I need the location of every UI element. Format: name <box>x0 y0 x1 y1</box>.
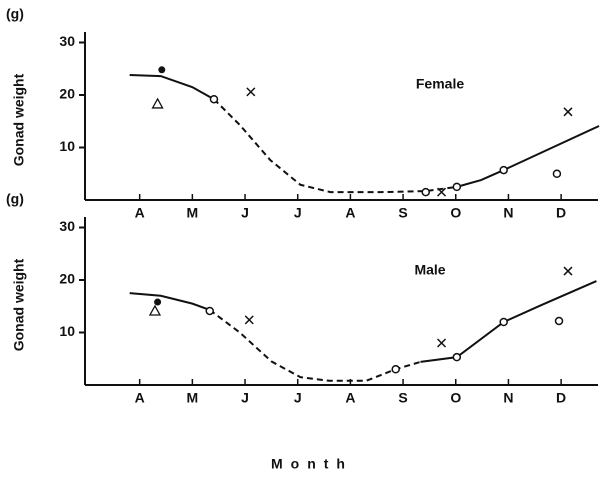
point <box>205 306 214 316</box>
line <box>129 292 211 311</box>
x-tick-label: O <box>450 205 461 221</box>
x-tick-label: A <box>345 390 355 406</box>
x-tick-label: N <box>503 205 513 221</box>
y-tick-label: 20 <box>59 86 75 102</box>
point <box>154 298 162 306</box>
x-tick-label: J <box>241 390 249 406</box>
y-axis-label: Gonad weight <box>11 73 27 166</box>
line <box>209 309 421 382</box>
x-axis-label: Month <box>271 456 353 472</box>
x-tick-label: M <box>187 205 199 221</box>
x-tick-label: J <box>241 205 249 221</box>
x-tick-label: D <box>556 205 566 221</box>
x-tick-label: O <box>450 390 461 406</box>
point <box>421 187 430 197</box>
x-tick-label: D <box>556 390 566 406</box>
annotation: Female <box>416 76 464 92</box>
y-axis-label: Gonad weight <box>11 258 27 351</box>
point <box>563 107 573 117</box>
point <box>391 365 400 374</box>
x-tick-label: J <box>294 390 302 406</box>
x-tick-label: S <box>398 390 407 406</box>
y-tick-label: 30 <box>59 218 75 234</box>
point <box>437 187 447 197</box>
line <box>213 98 457 194</box>
x-tick-label: A <box>345 205 355 221</box>
point <box>499 165 508 175</box>
y-tick-label: 30 <box>59 33 75 49</box>
unit-label: (g) <box>6 191 24 207</box>
point <box>452 182 462 192</box>
x-tick-label: S <box>398 205 407 221</box>
point <box>209 94 219 104</box>
y-tick-label: 20 <box>59 271 75 287</box>
y-tick-label: 10 <box>59 138 75 154</box>
line <box>456 125 600 188</box>
line <box>420 280 597 363</box>
point <box>246 87 256 97</box>
point <box>499 317 508 327</box>
point <box>151 97 164 109</box>
point <box>148 304 162 316</box>
point <box>452 352 462 362</box>
unit-label: (g) <box>6 6 24 22</box>
y-tick-label: 10 <box>59 323 75 339</box>
line <box>129 74 215 101</box>
point <box>554 316 564 326</box>
x-tick-label: N <box>503 390 513 406</box>
point <box>437 338 447 348</box>
point <box>563 266 573 276</box>
x-tick-label: M <box>187 390 199 406</box>
annotation: Male <box>414 262 445 278</box>
point <box>552 169 562 178</box>
x-tick-label: J <box>294 205 302 221</box>
x-tick-label: A <box>135 390 145 406</box>
x-tick-label: A <box>135 205 145 221</box>
point <box>244 315 254 325</box>
point <box>158 66 166 74</box>
